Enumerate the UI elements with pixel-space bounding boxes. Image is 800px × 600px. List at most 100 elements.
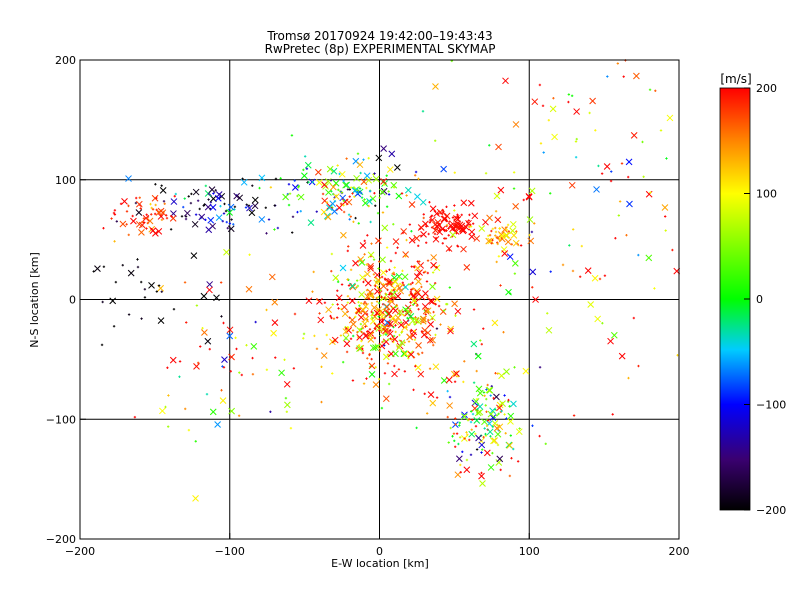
scatter-point-plus — [396, 246, 399, 249]
scatter-point-x — [493, 393, 500, 401]
colorbar: [m/s] 200 100 0 −100 −200 — [719, 72, 786, 517]
scatter-point-plus — [611, 413, 614, 416]
scatter-point-plus — [199, 345, 202, 348]
scatter-point-x — [447, 325, 455, 333]
scatter-point-x — [441, 215, 449, 223]
scatter-point-x — [315, 179, 323, 186]
x-tick-label: −200 — [65, 545, 95, 558]
scatter-point-x — [324, 213, 332, 221]
scatter-point-plus — [637, 253, 640, 257]
scatter-point-plus — [438, 228, 442, 231]
scatter-point-x — [501, 226, 508, 234]
scatter-point-x — [291, 184, 299, 191]
plot-area: −200 −100 0 100 200 −200 −100 0 100 200 — [46, 54, 690, 558]
scatter-point-plus — [346, 301, 350, 304]
scatter-point-plus — [351, 334, 355, 338]
scatter-point-plus — [474, 432, 477, 436]
scatter-point-plus — [342, 210, 346, 214]
scatter-point-x — [414, 264, 421, 272]
scatter-point-plus — [348, 218, 351, 221]
scatter-point-plus — [267, 218, 271, 221]
scatter-point-plus — [422, 271, 426, 274]
scatter-point-plus — [370, 314, 373, 317]
scatter-point-x — [429, 216, 436, 224]
scatter-point-plus — [456, 245, 460, 248]
scatter-point-plus — [533, 222, 536, 225]
scatter-point-plus — [414, 170, 418, 174]
scatter-point-plus — [348, 188, 351, 191]
scatter-point-x — [335, 294, 343, 302]
scatter-point-x — [331, 207, 338, 215]
scatter-point-plus — [459, 463, 462, 467]
scatter-point-plus — [426, 296, 429, 299]
scatter-point-x — [446, 402, 454, 409]
scatter-point-plus — [363, 239, 366, 243]
scatter-point-x — [512, 203, 520, 210]
scatter-point-plus — [567, 93, 571, 96]
scatter-point-plus — [353, 195, 356, 198]
scatter-point-x — [467, 199, 475, 207]
scatter-point-plus — [480, 471, 483, 475]
scatter-point-plus — [447, 227, 450, 230]
scatter-point-x — [460, 245, 467, 253]
scatter-point-plus — [466, 433, 469, 436]
scatter-point-plus — [361, 326, 365, 330]
scatter-point-plus — [412, 388, 415, 392]
scatter-point-plus — [336, 280, 340, 284]
scatter-point-plus — [431, 271, 435, 274]
scatter-point-plus — [445, 302, 449, 306]
scatter-point-plus — [378, 318, 381, 321]
scatter-point-x — [408, 201, 416, 208]
scatter-point-plus — [392, 334, 396, 338]
scatter-point-x — [374, 271, 381, 279]
scatter-point-x — [226, 209, 233, 216]
scatter-point-plus — [492, 396, 495, 400]
scatter-point-x — [109, 297, 117, 305]
scatter-point-plus — [156, 210, 160, 213]
scatter-point-x — [325, 189, 332, 196]
scatter-point-x — [343, 181, 351, 189]
scatter-point-x — [372, 175, 380, 183]
scatter-point-plus — [352, 220, 355, 224]
scatter-point-plus — [289, 426, 293, 430]
scatter-point-plus — [503, 394, 506, 397]
scatter-point-x — [398, 339, 406, 347]
scatter-point-plus — [490, 241, 494, 245]
colorbar-tick-label: 200 — [756, 82, 777, 95]
scatter-point-plus — [538, 366, 542, 369]
scatter-point-x — [589, 97, 596, 105]
scatter-point-plus — [378, 349, 381, 353]
scatter-point-plus — [451, 216, 455, 219]
scatter-point-x — [382, 395, 390, 403]
scatter-point-x — [206, 286, 213, 294]
scatter-point-x — [413, 287, 421, 295]
scatter-point-plus — [362, 280, 365, 284]
scatter-point-plus — [207, 198, 210, 201]
scatter-point-plus — [351, 329, 355, 332]
scatter-point-x — [359, 306, 367, 314]
scatter-point-x — [258, 174, 266, 182]
scatter-point-x — [468, 430, 476, 438]
scatter-point-plus — [251, 373, 255, 376]
scatter-point-x — [340, 231, 347, 239]
scatter-point-plus — [637, 364, 640, 368]
scatter-point-plus — [403, 341, 406, 344]
scatter-point-plus — [244, 206, 248, 209]
scatter-point-plus — [433, 232, 437, 236]
scatter-point-plus — [411, 287, 415, 290]
scatter-point-x — [453, 370, 460, 377]
scatter-point-x — [549, 105, 557, 113]
scatter-point-plus — [222, 321, 225, 325]
scatter-point-plus — [331, 372, 334, 375]
scatter-point-x — [474, 352, 482, 360]
scatter-point-plus — [178, 375, 181, 378]
scatter-point-plus — [498, 238, 502, 242]
scatter-point-plus — [112, 325, 116, 328]
scatter-point-x — [379, 256, 386, 264]
scatter-point-plus — [423, 392, 426, 396]
scatter-point-plus — [374, 284, 377, 288]
scatter-point-plus — [622, 75, 625, 78]
scatter-point-x — [449, 231, 457, 239]
scatter-point-plus — [349, 215, 353, 218]
scatter-point-x — [618, 352, 626, 360]
